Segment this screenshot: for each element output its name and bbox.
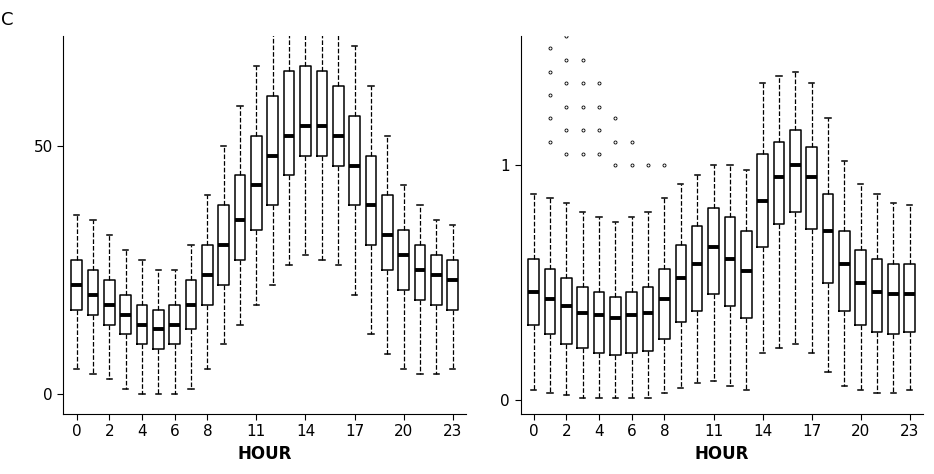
X-axis label: HOUR: HOUR	[237, 445, 291, 463]
X-axis label: HOUR: HOUR	[695, 445, 749, 463]
Text: C: C	[1, 11, 13, 29]
